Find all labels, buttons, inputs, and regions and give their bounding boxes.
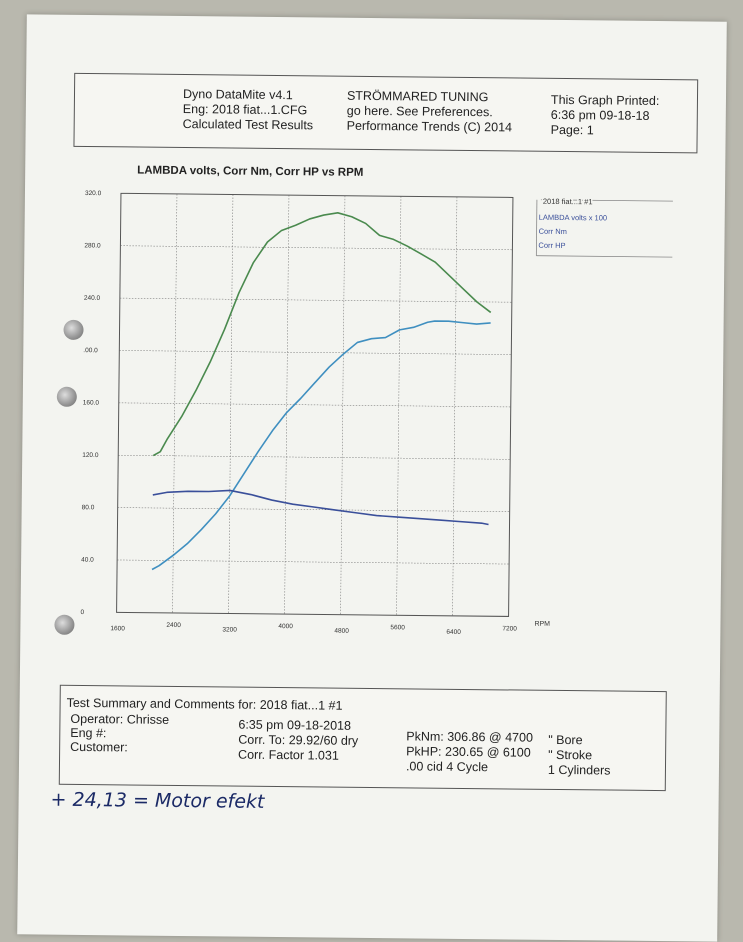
header-printed-label: This Graph Printed: xyxy=(550,92,660,108)
y-tick-label: 160.0 xyxy=(83,399,100,406)
grid-line-y xyxy=(119,297,512,303)
x-tick-label: 1600 xyxy=(110,625,125,632)
summary-peak-hp: PkHP: 230.65 @ 6100 xyxy=(406,744,531,760)
x-tick-label: 3200 xyxy=(222,626,237,633)
header-box: Dyno DataMite v4.1 Eng: 2018 fiat...1.CF… xyxy=(73,72,699,154)
y-tick-label: 80.0 xyxy=(82,504,95,511)
summary-cylinders: 1 Cylinders xyxy=(547,762,611,778)
header-preferences-note: go here. See Preferences. xyxy=(346,103,493,120)
summary-operator: Operator: Chrisse xyxy=(70,711,170,727)
summary-correction-factor: Corr. Factor 1.031 xyxy=(238,747,339,763)
grid-line-x xyxy=(396,196,402,616)
legend-top-rule xyxy=(540,199,673,202)
x-tick-label: 4800 xyxy=(334,628,349,635)
x-tick-label: 6400 xyxy=(446,629,461,636)
header-shop-name: STRÖMMARED TUNING xyxy=(346,88,489,105)
summary-title: Test Summary and Comments for: 2018 fiat… xyxy=(66,695,343,713)
x-tick-label: 2400 xyxy=(166,622,181,629)
chart-title: LAMBDA volts, Corr Nm, Corr HP vs RPM xyxy=(137,165,363,179)
header-printed-time: 6:36 pm 09-18-18 xyxy=(550,107,650,123)
dyno-printout-sheet: Dyno DataMite v4.1 Eng: 2018 fiat...1.CF… xyxy=(17,14,727,942)
legend-title: 2018 fiat...1 #1 xyxy=(543,197,593,207)
x-tick-label: 5600 xyxy=(390,624,405,631)
y-tick-label: 40.0 xyxy=(81,557,94,564)
legend-item-corr-nm: Corr Nm xyxy=(539,227,567,236)
legend-side-rule xyxy=(535,199,538,256)
handwritten-note: + 24,13 = Motor efekt xyxy=(50,788,265,813)
summary-displacement: .00 cid 4 Cycle xyxy=(405,759,489,775)
series-line-corr-nm xyxy=(152,212,492,457)
grid-line-y xyxy=(118,454,511,460)
header-result-type: Calculated Test Results xyxy=(182,116,314,133)
summary-stroke: " Stroke xyxy=(548,747,593,763)
header-software: Dyno DataMite v4.1 xyxy=(182,87,293,103)
grid-line-x xyxy=(284,195,290,615)
grid-line-x xyxy=(452,196,458,616)
grid-line-y xyxy=(117,559,510,565)
y-tick-label: 320.0 xyxy=(85,190,102,197)
y-tick-label: .00.0 xyxy=(83,347,98,354)
grid-line-y xyxy=(117,507,510,512)
summary-peak-nm: PkNm: 306.86 @ 4700 xyxy=(406,729,534,745)
legend-bottom-rule xyxy=(536,255,673,258)
test-summary-box: Test Summary and Comments for: 2018 fiat… xyxy=(58,684,667,792)
y-tick-label: 120.0 xyxy=(82,452,99,459)
grid-line-x xyxy=(340,195,346,615)
summary-customer: Customer: xyxy=(70,739,128,755)
x-axis-label: RPM xyxy=(534,621,550,628)
legend-item-lambda: LAMBDA volts x 100 xyxy=(539,213,607,223)
grid-line-x xyxy=(228,194,234,614)
header-engine-file: Eng: 2018 fiat...1.CFG xyxy=(182,101,308,118)
x-tick-label: 4000 xyxy=(278,623,293,630)
grid-line-y xyxy=(118,402,511,408)
y-tick-label: 240.0 xyxy=(84,295,101,302)
y-tick-label: 280.0 xyxy=(84,242,101,249)
summary-correction-to: Corr. To: 29.92/60 dry xyxy=(238,732,359,748)
grid-line-y xyxy=(120,245,513,251)
series-line-corr-hp xyxy=(151,320,491,571)
summary-test-time: 6:35 pm 09-18-2018 xyxy=(238,717,352,733)
summary-engine-number: Eng #: xyxy=(70,725,107,741)
summary-bore: " Bore xyxy=(548,732,583,748)
header-page: Page: 1 xyxy=(550,122,594,138)
legend-item-corr-hp: Corr HP xyxy=(538,241,565,250)
x-tick-label: 7200 xyxy=(502,625,517,632)
header-copyright: Performance Trends (C) 2014 xyxy=(346,118,513,135)
grid-line-x xyxy=(172,193,178,613)
dyno-chart: LAMBDA volts, Corr Nm, Corr HP vs RPM 16… xyxy=(81,165,673,636)
series-line-lambda-volts-x-100 xyxy=(152,489,489,526)
y-tick-label: 0 xyxy=(81,609,85,616)
grid-line-y xyxy=(119,350,512,355)
